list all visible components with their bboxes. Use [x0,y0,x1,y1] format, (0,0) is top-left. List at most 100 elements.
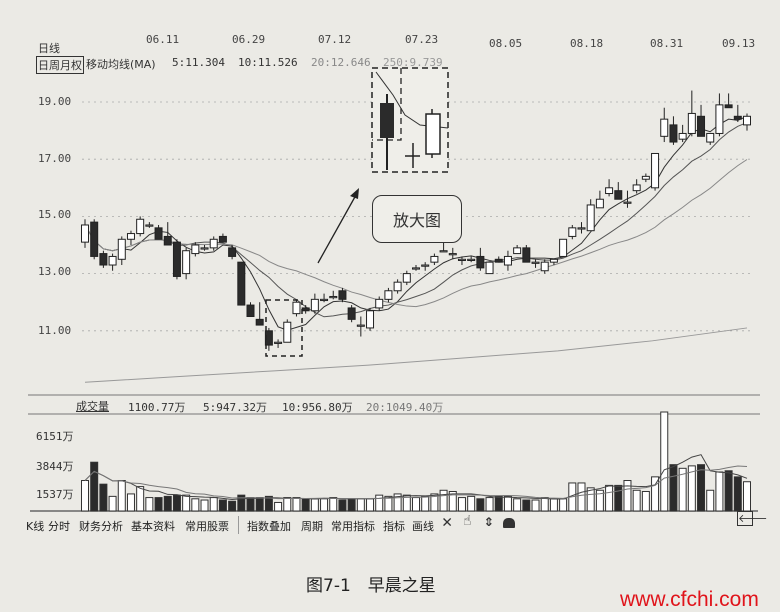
volume-bar [126,493,135,512]
candle-down [154,227,163,240]
period-label[interactable]: 日线 [38,42,60,55]
candle-down [246,304,255,317]
volume-bar [687,465,696,512]
adjust-tab[interactable]: 日周月权 [36,56,84,74]
volume-ma10: 10:956.80万 [282,401,353,414]
volume-bar [503,495,512,512]
candle-up [320,298,329,302]
candle-up [568,227,577,237]
tab-common-indicators[interactable]: 常用指标 [331,520,375,533]
candle-up [457,258,466,261]
volume-bar [494,495,503,512]
volume-bar [172,494,181,512]
watermark: www.cfchi.com [620,588,759,611]
x-tick: 09.13 [722,37,756,50]
candle-down [338,290,347,300]
volume-bar [678,467,687,512]
tab-indicators[interactable]: 指标 [383,520,405,533]
candle-down [614,190,623,200]
volume-bar [412,497,420,512]
tab-basic-info[interactable]: 基本资料 [131,520,175,533]
volume-ma5: 5:947.32万 [203,401,267,414]
candle-up [136,218,145,235]
candle-up [448,253,457,256]
candle-down [347,307,356,320]
candle-up [145,224,154,227]
tab-common-stocks[interactable]: 常用股票 [185,520,229,533]
volume-bar [559,498,568,512]
candle-down [697,115,706,137]
volume-bar [549,498,558,512]
hand-pointer-icon[interactable]: ☝ [463,513,472,529]
volume-bar [439,489,448,512]
volume-bar [329,497,338,512]
y-tick: 13.00 [38,265,72,278]
candle-up [678,132,687,140]
candle-up [310,298,319,312]
ma20-value: 20:12.646 [311,56,371,69]
tab-financial-analysis[interactable]: 财务分析 [79,520,123,533]
volume-bar [402,494,411,512]
candle-down [522,247,531,263]
volume-bar [136,486,145,512]
volume-value: 1100.77万 [128,401,186,414]
volume-bar [90,461,99,512]
arrow-left-icon[interactable]: 🡐 [737,511,768,526]
tab-index-overlay[interactable]: 指数叠加 [247,520,291,533]
tab-kline[interactable]: K线 [26,520,45,533]
vol-y-tick: 3844万 [36,460,74,473]
volume-bar [191,498,200,512]
volume-bar [586,487,595,512]
candle-up [283,321,292,343]
candle-down [669,124,678,143]
x-tick: 08.31 [650,37,684,50]
candle-up [375,298,384,309]
close-icon[interactable]: ✕ [442,512,453,532]
candle-up [412,267,420,270]
ma10-value: 10:11.526 [238,56,298,69]
volume-bar [513,498,522,512]
candle-up [81,224,89,243]
candle-up [641,175,650,180]
volume-bar [310,498,319,512]
y-tick: 19.00 [38,95,72,108]
volume-ma5-line [84,454,748,501]
y-tick: 11.00 [38,324,72,337]
volume-bar [540,497,549,512]
volume-bar [228,500,237,512]
volume-bar [292,497,301,512]
tab-intraday[interactable]: 分时 [48,520,70,533]
volume-bar [421,495,430,512]
candle-down [476,255,485,269]
volume-bar [237,494,246,512]
candle-down [218,235,227,243]
candle-up [632,184,641,192]
candle-up [503,255,512,266]
candle-down [494,258,503,263]
volume-bar [430,493,439,512]
candle-up [706,132,715,143]
volume-bar [347,498,356,512]
volume-bar [706,489,715,512]
up-down-arrow-icon[interactable]: ⇕ [484,511,494,530]
x-tick: 07.23 [405,33,439,46]
lock-icon[interactable] [503,518,515,528]
candle-up [209,238,218,249]
volume-bar [641,490,650,512]
candle-up [743,115,751,126]
volume-bar [531,499,540,512]
volume-bar [485,497,494,512]
volume-bar [356,498,365,512]
candle-down [301,307,310,312]
candle-up [687,112,696,134]
tab-period[interactable]: 周期 [301,520,323,533]
toolbar-divider [238,516,239,534]
tab-draw-line[interactable]: 画线 [412,520,434,533]
volume-bar [605,484,614,512]
volume-title: 成交量 [76,400,109,413]
volume-bar [457,497,466,512]
volume-bar [522,499,531,512]
candle-up [191,244,200,255]
candle-down [237,261,246,306]
